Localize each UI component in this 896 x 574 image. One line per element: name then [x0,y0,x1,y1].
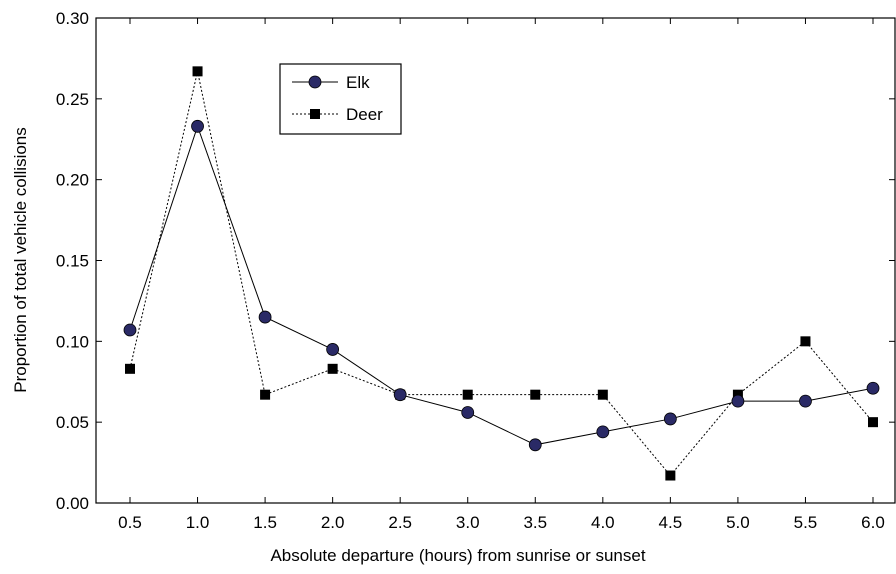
elk-point [866,381,880,395]
elk-point [663,412,677,426]
x-tick-label: 2.5 [388,513,412,532]
x-tick-label: 0.5 [118,513,142,532]
deer-point [732,389,743,400]
plot-frame [95,17,896,504]
elk-point [393,388,407,402]
y-tick-label: 0.15 [56,252,89,271]
legend-deer-marker [310,109,320,119]
y-tick-label: 0.05 [56,413,89,432]
elk-point [596,425,610,439]
x-tick-label: 4.5 [659,513,683,532]
deer-point [530,389,541,400]
legend-elk-label: Elk [346,73,370,92]
elk-point [528,438,542,452]
x-tick-label: 1.5 [253,513,277,532]
x-tick-label: 3.5 [523,513,547,532]
deer-point [125,363,135,374]
elk-point [731,394,745,408]
deer-point [462,389,473,400]
elk-point [258,310,272,324]
elk-series-line [129,124,874,446]
y-axis: 0.00 0.05 0.10 0.15 0.20 0.25 0.30 [56,9,895,513]
x-axis: 0.5 1.0 1.5 2.0 2.5 3.0 3.5 4.0 4.5 5.0 5.5 6.0 [118,18,885,532]
legend-box [279,63,402,135]
deer-point [192,66,203,77]
deer-point [597,389,608,400]
deer-point [665,470,676,481]
legend-deer-label: Deer [346,105,383,124]
elk-point [799,394,812,408]
x-axis-title: Absolute departure (hours) from sunrise … [270,546,645,565]
y-axis-title: Proportion of total vehicle collisions [11,127,30,393]
x-tick-label: 4.0 [591,513,615,532]
deer-point [800,336,811,347]
legend-elk-marker [308,75,322,89]
elk-point [123,323,137,337]
deer-point [260,389,271,400]
elk-point [461,406,475,419]
x-tick-label: 5.0 [726,513,750,532]
deer-point [327,363,338,374]
y-tick-label: 0.30 [56,9,89,28]
y-tick-label: 0.00 [56,494,89,513]
y-tick-label: 0.10 [56,332,89,351]
legend: Elk Deer [279,63,402,135]
y-tick-label: 0.20 [56,171,89,190]
y-tick-label: 0.25 [56,90,89,109]
series-layer [123,66,880,481]
elk-point [191,119,204,133]
x-tick-label: 6.0 [861,513,885,532]
x-tick-label: 5.5 [794,513,818,532]
elk-point [326,343,340,356]
x-tick-label: 2.0 [321,513,345,532]
x-tick-label: 3.0 [456,513,480,532]
x-tick-label: 1.0 [186,513,210,532]
deer-series-line [129,71,874,477]
deer-point [868,417,878,428]
